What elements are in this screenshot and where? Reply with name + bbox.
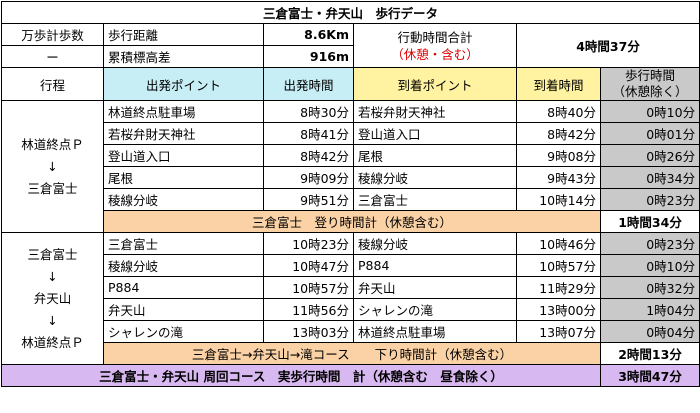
walking-data-table: 三倉富士・弁天山 歩行データ 万歩計歩数 歩行距離 8.6Km 行動時間合計 （…	[0, 1, 700, 387]
table-row-end: 尾根	[353, 144, 517, 167]
table-row-end-time: 9時43分	[516, 166, 601, 189]
table-row-walk-time: 0時34分	[599, 166, 700, 189]
total-time-label-cell: 行動時間合計 （休憩・含む）	[353, 23, 517, 68]
table-row-end: 林道終点駐車場	[353, 320, 517, 343]
table-row-end-time: 10時57分	[516, 254, 601, 277]
table-row-start: 稜線分岐	[103, 254, 264, 277]
table-row-walk-time: 0時26分	[599, 144, 700, 167]
table-row-start-time: 13時03分	[263, 320, 354, 343]
table-row-start-time: 8時30分	[263, 100, 354, 123]
grand-total-label: 三倉富士・弁天山 周回コース 実歩行時間 計（休憩含む 昼食除く）	[1, 364, 601, 387]
section2-arrow-1: ↓	[47, 268, 58, 284]
header-end-point: 到着ポイント	[353, 67, 517, 101]
table-row-start: 弁天山	[103, 298, 264, 321]
table-row-start: 林道終点駐車場	[103, 100, 264, 123]
header-walk-time: 歩行時間 （休憩除く）	[599, 67, 700, 101]
table-row-end-time: 9時08分	[516, 144, 601, 167]
section2-label-2: 弁天山	[33, 290, 72, 306]
table-row-start-time: 10時23分	[263, 232, 354, 255]
section1-subtotal-value: 1時間34分	[599, 210, 700, 233]
table-row-start: 尾根	[103, 166, 264, 189]
table-row-end-time: 11時29分	[516, 276, 601, 299]
header-route: 行程	[1, 67, 104, 101]
section2-label-3: 林道終点Ｐ	[21, 334, 84, 350]
header-end-time: 到着時間	[516, 67, 601, 101]
page-title: 三倉富士・弁天山 歩行データ	[0, 1, 700, 24]
table-row-end: 弁天山	[353, 276, 517, 299]
table-row-end-time: 10時14分	[516, 188, 601, 211]
table-row-start-time: 8時41分	[263, 122, 354, 145]
table-row-walk-time: 0時04分	[599, 320, 700, 343]
elevation-value: 916m	[263, 45, 354, 68]
table-row-end: 若桜弁財天神社	[353, 100, 517, 123]
table-row-start: 登山道入口	[103, 144, 264, 167]
distance-value: 8.6Km	[263, 23, 354, 46]
table-row-walk-time: 0時23分	[599, 188, 700, 211]
table-row-end-time: 13時00分	[516, 298, 601, 321]
table-row-end: P884	[353, 254, 517, 277]
section2-subtotal-label: 三倉富士→弁天山→滝コース 下り時間計（休憩含む）	[103, 342, 601, 365]
header-start-time: 出発時間	[263, 67, 354, 101]
table-row-walk-time: 0時01分	[599, 122, 700, 145]
table-row-start: シャレンの滝	[103, 320, 264, 343]
table-row-end-time: 8時40分	[516, 100, 601, 123]
table-row-start-time: 8時42分	[263, 144, 354, 167]
table-row-start-time: 9時51分	[263, 188, 354, 211]
table-row-end: 稜線分岐	[353, 232, 517, 255]
grand-total-value: 3時間47分	[599, 364, 700, 387]
table-row-end-time: 8時42分	[516, 122, 601, 145]
table-row-start-time: 10時47分	[263, 254, 354, 277]
table-row-start-time: 9時09分	[263, 166, 354, 189]
table-row-walk-time: 0時10分	[599, 100, 700, 123]
total-time-value: 4時間37分	[515, 23, 700, 68]
table-row-end: シャレンの滝	[353, 298, 517, 321]
table-row-walk-time: 0時32分	[599, 276, 700, 299]
table-row-end-time: 10時46分	[516, 232, 601, 255]
steps-value: ー	[1, 45, 104, 68]
header-walk-time-line2: （休憩除く）	[612, 84, 688, 99]
section1-from: 林道終点Ｐ	[21, 136, 84, 152]
header-start-point: 出発ポイント	[103, 67, 264, 101]
section2-arrow-2: ↓	[47, 312, 58, 328]
table-row-end: 稜線分岐	[353, 166, 517, 189]
section2-route-label: 三倉富士 ↓ 弁天山 ↓ 林道終点Ｐ	[1, 232, 104, 365]
table-row-start-time: 10時57分	[263, 276, 354, 299]
elevation-label: 累積標高差	[103, 45, 264, 68]
total-time-note: （休憩・含む）	[391, 46, 479, 62]
section1-subtotal-label: 三倉富士 登り時間計（休憩含む）	[103, 210, 601, 233]
table-row-end: 三倉富士	[353, 188, 517, 211]
table-row-end-time: 13時07分	[516, 320, 601, 343]
section1-to: 三倉富士	[27, 180, 78, 196]
section1-arrow: ↓	[47, 158, 58, 174]
table-row-start: 稜線分岐	[103, 188, 264, 211]
section2-subtotal-value: 2時間13分	[599, 342, 700, 365]
steps-label: 万歩計歩数	[1, 23, 104, 46]
distance-label: 歩行距離	[103, 23, 264, 46]
table-row-start: 三倉富士	[103, 232, 264, 255]
table-row-end: 登山道入口	[353, 122, 517, 145]
section1-route-label: 林道終点Ｐ ↓ 三倉富士	[1, 100, 104, 233]
table-row-walk-time: 0時23分	[599, 232, 700, 255]
section2-label-1: 三倉富士	[27, 246, 78, 262]
table-row-start: 若桜弁財天神社	[103, 122, 264, 145]
header-walk-time-line1: 歩行時間	[625, 68, 676, 84]
total-time-label: 行動時間合計	[397, 29, 473, 45]
table-row-walk-time: 1時04分	[599, 298, 700, 321]
table-row-start: P884	[103, 276, 264, 299]
table-row-walk-time: 0時10分	[599, 254, 700, 277]
table-row-start-time: 11時56分	[263, 298, 354, 321]
